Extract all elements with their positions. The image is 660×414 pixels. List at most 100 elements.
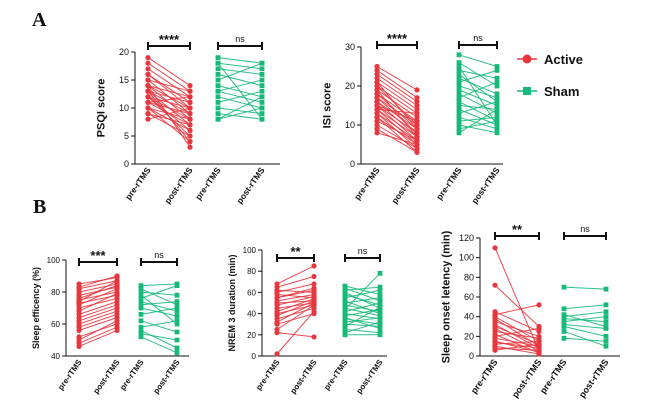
pair-line bbox=[376, 77, 418, 106]
point-pre bbox=[145, 99, 151, 105]
point-post bbox=[377, 315, 383, 321]
point-pre bbox=[145, 88, 151, 94]
pair-line bbox=[494, 304, 540, 316]
point-post bbox=[311, 273, 317, 280]
pair-line bbox=[217, 62, 263, 70]
point-pre bbox=[561, 316, 567, 322]
point-post bbox=[536, 347, 542, 353]
point-pre bbox=[374, 122, 380, 128]
point-post bbox=[536, 351, 542, 357]
series-active bbox=[274, 263, 317, 357]
point-post bbox=[114, 286, 120, 292]
point-pre bbox=[374, 106, 380, 112]
y-tick-label: 40 bbox=[51, 352, 60, 361]
point-post bbox=[377, 332, 383, 338]
point-post bbox=[494, 103, 500, 108]
point-pre bbox=[492, 245, 498, 251]
pair-line bbox=[140, 320, 178, 328]
point-pre bbox=[138, 289, 144, 295]
series-sham bbox=[138, 281, 180, 356]
point-post bbox=[259, 105, 265, 111]
point-pre bbox=[456, 91, 462, 97]
pair-line bbox=[344, 307, 381, 317]
point-post bbox=[494, 75, 500, 81]
point-post bbox=[187, 105, 193, 111]
point-post bbox=[187, 139, 193, 145]
pair-line bbox=[563, 330, 607, 347]
pair-line bbox=[376, 81, 418, 110]
x-tick-label: post-rTMS bbox=[234, 165, 266, 205]
y-tick-label: 10 bbox=[119, 103, 129, 113]
pair-line bbox=[276, 298, 315, 312]
point-post bbox=[377, 292, 383, 297]
point-pre bbox=[374, 126, 380, 132]
point-post bbox=[174, 283, 180, 288]
pair-line bbox=[276, 304, 315, 330]
significance-label: *** bbox=[90, 248, 106, 263]
pair-line bbox=[458, 124, 498, 134]
pair-line bbox=[458, 54, 498, 67]
y-axis-label: Sleep efficency (%) bbox=[31, 267, 41, 349]
point-post bbox=[414, 106, 420, 112]
point-pre bbox=[374, 71, 380, 77]
y-tick-label: 60 bbox=[464, 292, 474, 302]
series-sham bbox=[456, 52, 500, 136]
point-pre bbox=[215, 83, 221, 88]
point-pre bbox=[374, 95, 380, 101]
point-post bbox=[414, 110, 420, 116]
point-pre bbox=[145, 94, 151, 100]
point-post bbox=[377, 304, 383, 310]
pair-line bbox=[78, 317, 118, 331]
x-tick-label: post-rTMS bbox=[469, 165, 501, 205]
point-pre bbox=[138, 292, 144, 298]
point-pre bbox=[456, 103, 462, 108]
pair-line bbox=[458, 93, 498, 114]
pair-line bbox=[217, 96, 263, 120]
significance-active: **** bbox=[147, 32, 191, 50]
y-tick-label: 80 bbox=[464, 272, 474, 282]
point-post bbox=[494, 110, 500, 116]
pair-line bbox=[344, 329, 381, 334]
significance-sham: ns bbox=[344, 246, 381, 262]
point-post bbox=[259, 83, 265, 88]
pair-line bbox=[140, 285, 178, 299]
point-pre bbox=[138, 283, 144, 288]
point-pre bbox=[215, 105, 221, 111]
panel-label-a: A bbox=[32, 9, 47, 31]
point-pre bbox=[215, 55, 221, 60]
pair-line bbox=[563, 324, 607, 329]
pair-line bbox=[276, 276, 315, 288]
point-pre bbox=[456, 130, 462, 136]
point-pre bbox=[561, 324, 567, 329]
pair-line bbox=[494, 321, 540, 337]
pair-line bbox=[344, 323, 381, 327]
y-tick-label: 40 bbox=[247, 310, 256, 319]
pair-line bbox=[140, 294, 178, 325]
point-post bbox=[174, 308, 180, 314]
point-post bbox=[311, 263, 317, 269]
pair-line bbox=[344, 297, 381, 304]
point-pre bbox=[342, 323, 348, 329]
pair-line bbox=[276, 296, 315, 306]
pair-line bbox=[147, 107, 191, 120]
pair-line bbox=[458, 116, 498, 122]
point-pre bbox=[456, 68, 462, 73]
point-post bbox=[494, 79, 500, 85]
point-pre bbox=[456, 87, 462, 93]
x-tick-label: pre-rTMS bbox=[322, 357, 350, 391]
pair-line bbox=[458, 66, 498, 126]
pair-line bbox=[344, 317, 381, 323]
point-post bbox=[414, 87, 420, 93]
point-post bbox=[377, 300, 383, 306]
point-post bbox=[174, 318, 180, 324]
pair-line bbox=[376, 89, 418, 138]
point-post bbox=[311, 334, 317, 340]
pair-line bbox=[376, 108, 418, 114]
point-post bbox=[259, 60, 265, 66]
point-post bbox=[536, 325, 542, 332]
point-post bbox=[114, 273, 120, 279]
point-pre bbox=[342, 306, 348, 312]
pair-line bbox=[376, 81, 418, 130]
point-pre bbox=[374, 87, 380, 93]
point-pre bbox=[456, 110, 462, 116]
